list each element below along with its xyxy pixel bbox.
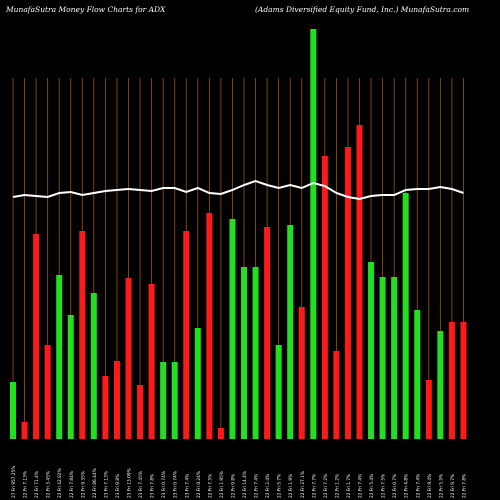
bar bbox=[252, 267, 259, 439]
bar bbox=[183, 231, 190, 439]
bar bbox=[298, 307, 305, 439]
bar bbox=[414, 310, 421, 439]
bar bbox=[79, 231, 86, 439]
bar bbox=[229, 219, 236, 439]
x-tick-label: 22 Fri 7.5% bbox=[381, 474, 387, 498]
bar bbox=[10, 382, 16, 439]
bar bbox=[448, 322, 455, 439]
x-tick-label: 22 Fri 0.7% bbox=[392, 474, 398, 498]
x-tick-label: 23 Fri 7.4% bbox=[184, 474, 190, 498]
x-tick-label: 22 Fri 9.4% bbox=[427, 474, 433, 498]
bar bbox=[44, 345, 51, 439]
bar bbox=[90, 293, 97, 439]
bar bbox=[391, 277, 398, 439]
x-tick-label: 23 Fri 0.74% bbox=[173, 471, 179, 498]
bar bbox=[148, 284, 155, 439]
bar bbox=[160, 362, 167, 439]
chart-subtitle: (Adams Diversified Equity Fund, Inc.) Mu… bbox=[255, 5, 470, 14]
bar bbox=[241, 267, 247, 439]
bar bbox=[275, 345, 282, 439]
bar bbox=[333, 351, 340, 439]
x-tick-label: 22 Fri 7.13% bbox=[23, 471, 29, 498]
x-tick-label: 23 Fri 7.13% bbox=[103, 471, 109, 498]
bar bbox=[287, 225, 294, 439]
x-tick-label: 22 Fri 27.1% bbox=[300, 471, 306, 498]
bar bbox=[368, 262, 375, 439]
x-tick-label: 22 Fri 9.8% bbox=[230, 474, 236, 498]
x-tick-label: 22 Fri 7.5% bbox=[207, 474, 213, 498]
x-tick-label: 22 Fri 86.44% bbox=[92, 468, 98, 498]
x-tick-label: 22 Fri 4.8% bbox=[404, 474, 410, 498]
bar bbox=[264, 227, 271, 439]
x-tick-label: 27 Fri 957.25% bbox=[11, 466, 17, 498]
bar bbox=[321, 156, 328, 439]
chart-title: MunafaSutra Money Flow Charts for ADX bbox=[6, 5, 166, 14]
bar bbox=[137, 385, 144, 439]
x-tick-label: 22 Fri 7.2% bbox=[323, 474, 329, 498]
bar bbox=[460, 322, 467, 439]
bar bbox=[425, 380, 432, 439]
x-tick-label: 22 Fri 71.4% bbox=[34, 471, 40, 498]
bar bbox=[113, 361, 120, 439]
bar bbox=[437, 331, 444, 439]
x-tick-label: 22 Fri 9.35% bbox=[80, 471, 86, 498]
x-tick-label: 22 Fri 1.95% bbox=[219, 471, 225, 498]
bar bbox=[102, 376, 109, 439]
x-tick-label: 22 Fri 3.45% bbox=[46, 471, 52, 498]
x-tick-label: 22 Fri 1.2% bbox=[334, 474, 340, 498]
x-tick-label: 23 Fri 7.8% bbox=[150, 474, 156, 498]
bar bbox=[344, 147, 351, 439]
bar bbox=[356, 125, 363, 439]
x-tick-label: 22 Fri 5.4% bbox=[369, 474, 375, 498]
x-tick-label: 22 Fri 7.4% bbox=[358, 474, 364, 498]
bar bbox=[402, 193, 409, 439]
x-tick-label: 22 Fri 0.24% bbox=[196, 471, 202, 498]
x-tick-label: 22 Fri 5.5% bbox=[438, 474, 444, 498]
x-tick-label: 22 Fri 42.82% bbox=[57, 468, 63, 498]
x-tick-label: 22 Fri 7.4% bbox=[254, 474, 260, 498]
bar bbox=[33, 234, 40, 439]
bar bbox=[21, 422, 28, 439]
x-tick-label: 23 Fri 0.74% bbox=[161, 471, 167, 498]
bar bbox=[67, 315, 74, 439]
money-flow-line bbox=[12, 179, 464, 201]
x-tick-label: 22 Fri 7.7% bbox=[311, 474, 317, 498]
bar bbox=[171, 362, 178, 439]
bar bbox=[379, 277, 386, 439]
bar bbox=[194, 328, 201, 439]
x-tick-label: 22 Fri 1.9% bbox=[288, 474, 294, 498]
bar bbox=[56, 275, 63, 439]
x-tick-label: 22 Fri 9.7% bbox=[450, 474, 456, 498]
x-tick-label: 22 Fri 7.8% bbox=[461, 474, 467, 498]
x-tick-label: 22 Fri 2.4% bbox=[265, 474, 271, 498]
x-tick-label: 23 Fri 7.45% bbox=[138, 471, 144, 498]
x-tick-label: 22 Fri 14.4% bbox=[242, 471, 248, 498]
bar bbox=[206, 213, 213, 439]
x-tick-label: 22 Fri 1.7% bbox=[346, 474, 352, 498]
bar bbox=[310, 29, 317, 439]
x-tick-label: 22 Fri 5.7% bbox=[277, 474, 283, 498]
x-tick-label: 22 Fri 7.4% bbox=[415, 474, 421, 498]
x-tick-label: 23 Fri 13.09% bbox=[127, 468, 133, 498]
bar bbox=[125, 278, 132, 439]
x-tick-label: 22 Fri 7.84% bbox=[69, 471, 75, 498]
bar bbox=[217, 428, 224, 439]
x-tick-label: 23 Fri 9.8% bbox=[115, 474, 121, 498]
